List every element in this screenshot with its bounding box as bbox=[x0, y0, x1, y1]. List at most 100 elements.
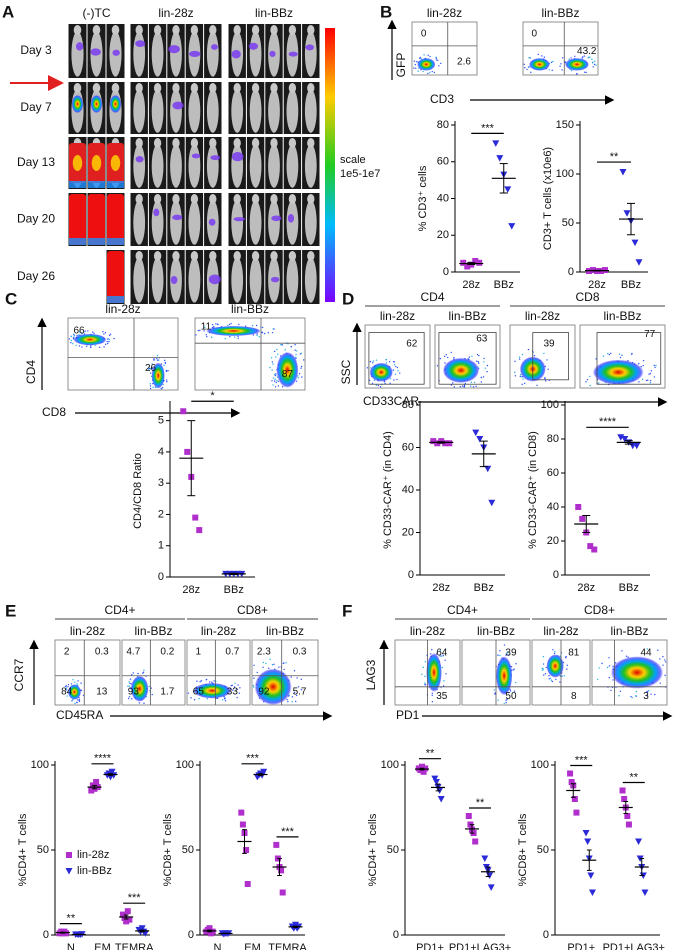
flow-event bbox=[109, 333, 112, 335]
mouse-head bbox=[288, 25, 297, 35]
mouse-head bbox=[135, 138, 143, 148]
row-label: Day 20 bbox=[17, 212, 55, 226]
y-tick-label: 60 bbox=[547, 467, 559, 479]
signal bbox=[90, 95, 103, 113]
flow-event bbox=[148, 367, 151, 370]
flow-event bbox=[607, 352, 609, 355]
mouse bbox=[304, 144, 317, 188]
flow-event bbox=[484, 367, 487, 369]
mouse-head bbox=[307, 138, 315, 148]
flow-event bbox=[295, 350, 298, 352]
flow-event bbox=[236, 688, 239, 691]
flow-event bbox=[547, 368, 549, 371]
x-tick-label: EM bbox=[244, 942, 261, 950]
y-tick-label: 150 bbox=[556, 119, 574, 131]
y-tick-label: 0 bbox=[443, 266, 449, 278]
axis-label: CD33CAR bbox=[363, 394, 419, 408]
mouse bbox=[286, 144, 299, 188]
flow-event bbox=[561, 69, 563, 71]
flow-event bbox=[208, 681, 211, 683]
column-header: lin-28z bbox=[158, 6, 193, 20]
flow-event bbox=[379, 386, 382, 388]
gate-percent: 2.6 bbox=[457, 56, 471, 67]
gate bbox=[438, 332, 497, 385]
flow-event bbox=[417, 70, 419, 72]
mouse bbox=[188, 257, 201, 303]
flow-event bbox=[654, 366, 656, 369]
flow-event bbox=[272, 384, 274, 386]
x-tick-label: PD1+LAG3+ bbox=[449, 942, 511, 950]
flow-event bbox=[153, 358, 155, 360]
flow-event bbox=[591, 62, 594, 64]
flow-event bbox=[295, 380, 298, 382]
plot-title: lin-BBz bbox=[610, 624, 648, 638]
flow-event bbox=[657, 649, 659, 651]
data-point bbox=[623, 210, 631, 217]
flow-event bbox=[143, 669, 145, 671]
significance-label: *** bbox=[575, 754, 589, 766]
flow-event bbox=[415, 60, 418, 63]
flow-event bbox=[273, 350, 276, 353]
flow-event bbox=[295, 700, 297, 703]
y-tick-label: 20 bbox=[437, 229, 449, 241]
signal-core bbox=[91, 155, 102, 171]
flow-event bbox=[505, 699, 507, 701]
flow-event bbox=[106, 340, 108, 343]
mouse-head bbox=[153, 251, 162, 261]
mouse-head bbox=[190, 194, 199, 204]
flow-event bbox=[67, 684, 70, 686]
data-point bbox=[138, 925, 146, 932]
significance-label: ** bbox=[426, 748, 435, 760]
x-tick-label: EM bbox=[94, 942, 111, 950]
flow-event bbox=[75, 701, 78, 703]
mouse bbox=[133, 31, 146, 77]
flow-event bbox=[253, 664, 255, 666]
flow-event bbox=[650, 370, 653, 372]
signal-edge bbox=[107, 296, 124, 303]
y-axis-label: %CD4+ T cells bbox=[367, 813, 379, 886]
flow-event bbox=[518, 356, 521, 358]
flow-density bbox=[442, 357, 480, 383]
x-tick-label: TEMRA bbox=[268, 942, 307, 950]
flow-event bbox=[200, 680, 203, 682]
signal bbox=[90, 48, 101, 56]
data-point bbox=[126, 916, 133, 923]
flow-event bbox=[108, 338, 111, 341]
flow-event bbox=[431, 701, 434, 703]
flow-event bbox=[654, 693, 656, 696]
data-point bbox=[88, 787, 95, 794]
y-tick-label: 80 bbox=[402, 399, 414, 411]
gate-percent: 50 bbox=[505, 691, 517, 702]
data-point bbox=[472, 257, 479, 264]
data-point bbox=[206, 925, 213, 932]
gate-percent: 65 bbox=[193, 687, 205, 698]
flow-event bbox=[269, 658, 271, 661]
panel-label: C bbox=[5, 289, 17, 308]
flow-event bbox=[291, 701, 293, 703]
flow-event bbox=[638, 362, 640, 365]
signal bbox=[69, 194, 86, 245]
plot-title: lin-28z bbox=[70, 624, 105, 638]
mouse-head bbox=[209, 251, 217, 261]
flow-event bbox=[503, 644, 506, 646]
data-point bbox=[568, 779, 575, 785]
y-tick-label: 20 bbox=[402, 526, 414, 538]
y-tick-label: 20 bbox=[547, 535, 559, 547]
mouse-head bbox=[307, 83, 315, 93]
flow-event bbox=[442, 654, 444, 657]
data-point bbox=[567, 770, 574, 777]
flow-event bbox=[650, 693, 652, 695]
flow-event bbox=[92, 331, 94, 333]
mouse-head bbox=[307, 194, 315, 204]
gate-percent: 84 bbox=[61, 687, 73, 698]
data-point bbox=[278, 867, 285, 874]
flow-density bbox=[254, 668, 292, 705]
flow-event bbox=[277, 380, 280, 383]
flow-event bbox=[70, 341, 72, 344]
flow-event bbox=[215, 323, 217, 325]
flow-event bbox=[506, 651, 509, 654]
flow-event bbox=[286, 698, 288, 701]
flow-event bbox=[593, 63, 596, 66]
flow-event bbox=[541, 55, 543, 57]
flow-event bbox=[230, 322, 232, 325]
